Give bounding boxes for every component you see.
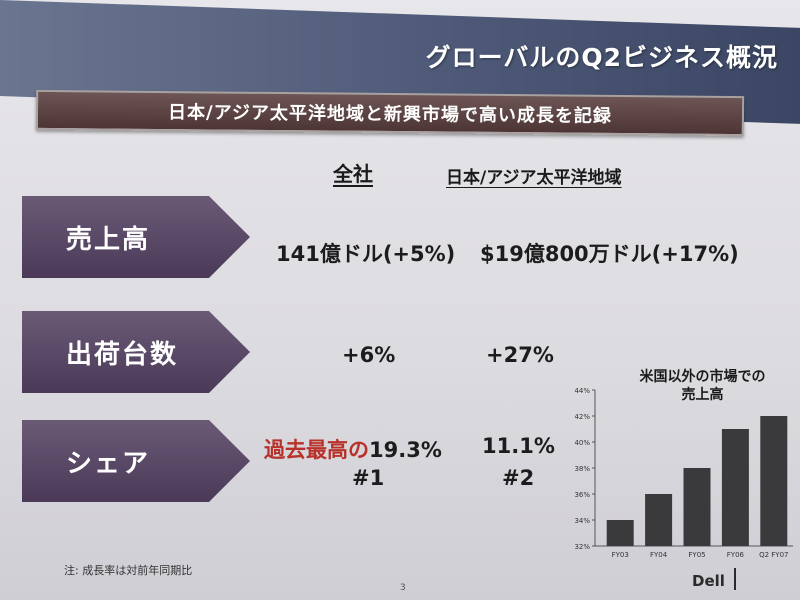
shipments-region-value: +27% — [486, 343, 554, 367]
x-tick-label: FY06 — [727, 551, 745, 559]
column-header-company: 全社 — [333, 162, 373, 186]
x-tick-label: FY04 — [650, 551, 668, 559]
x-tick-label: FY05 — [688, 551, 705, 559]
share-record-highlight: 過去最高の — [264, 438, 369, 462]
y-tick-label: 44% — [574, 387, 590, 395]
row-label-sales: 売上高 — [22, 196, 250, 278]
chart-title-line1: 米国以外の市場での — [639, 369, 766, 385]
share-region-rank: #2 — [502, 466, 535, 490]
row-label-share-text: シェア — [66, 448, 151, 479]
share-region-value: 11.1% — [482, 434, 555, 458]
chart-title: 米国以外の市場での 売上高 — [615, 368, 790, 404]
y-tick-label: 42% — [574, 413, 590, 421]
x-tick-label: Q2 FY07 — [759, 551, 788, 559]
y-tick-label: 36% — [574, 491, 590, 499]
row-label-shipments-text: 出荷台数 — [66, 339, 179, 370]
x-tick-label: FY03 — [612, 551, 629, 559]
bar — [760, 416, 788, 546]
logo-divider — [734, 568, 736, 590]
chart-title-line2: 売上高 — [681, 387, 724, 403]
column-header-region: 日本/アジア太平洋地域 — [446, 168, 622, 188]
subtitle-text: 日本/アジア太平洋地域と新興市場で高い成長を記録 — [167, 102, 612, 127]
y-tick-label: 40% — [574, 439, 590, 447]
non-us-sales-chart: 32% 34% 36% 38% 40% 42% 44% FY03 FY04 FY05 FY06 Q2 … — [574, 387, 793, 559]
shipments-company-value: +6% — [342, 343, 396, 367]
share-company-rank: #1 — [352, 466, 385, 490]
footnote: 注: 成長率は対前年同期比 — [64, 564, 193, 577]
bar — [645, 494, 673, 546]
row-label-shipments: 出荷台数 — [22, 311, 250, 393]
y-tick-label: 38% — [574, 465, 590, 473]
y-tick-label: 32% — [574, 543, 590, 551]
sales-company-value: 141億ドル(+5%) — [276, 242, 456, 266]
bar — [721, 429, 749, 546]
dell-logo: Dell — [692, 572, 725, 590]
bar — [683, 468, 711, 546]
row-label-share: シェア — [22, 420, 250, 502]
bar — [606, 520, 634, 546]
sales-region-value: $19億800万ドル(+17%) — [480, 242, 739, 266]
row-label-sales-text: 売上高 — [66, 224, 151, 255]
subtitle-banner: 日本/アジア太平洋地域と新興市場で高い成長を記録 — [35, 89, 745, 137]
share-company-percent: 19.3% — [369, 438, 442, 462]
share-company-value: 過去最高の19.3% — [264, 434, 442, 464]
y-tick-label: 34% — [574, 517, 590, 525]
slide-title: グローバルのQ2ビジネス概況 — [425, 43, 778, 72]
page-number: 3 — [400, 583, 406, 593]
